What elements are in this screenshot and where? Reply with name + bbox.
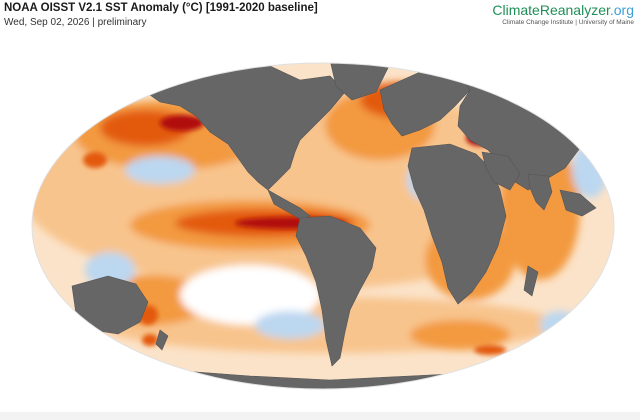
land-southeast-asia <box>559 189 597 217</box>
world-map <box>31 62 615 390</box>
anomaly-patch <box>125 156 195 184</box>
globe <box>32 63 614 389</box>
sst-anomaly-map <box>0 40 640 412</box>
land-new-zealand <box>155 329 169 351</box>
bottom-strip <box>0 412 640 420</box>
anomaly-patch <box>255 311 325 339</box>
land-india <box>527 173 553 211</box>
land-arabia <box>481 151 521 191</box>
land-north-america <box>139 63 346 191</box>
anomaly-patch <box>160 115 204 131</box>
anomaly-patch <box>180 265 320 325</box>
anomaly-patch <box>142 334 158 346</box>
land-madagascar <box>523 265 539 297</box>
land-south-america <box>295 215 377 367</box>
anomaly-patch <box>410 320 510 350</box>
anomaly-patch <box>540 311 580 339</box>
globe-outline <box>31 62 615 390</box>
header: NOAA OISST V2.1 SST Anomaly (°C) [1991-2… <box>0 0 640 40</box>
brand-name-main: ClimateReanalyzer <box>492 2 610 18</box>
anomaly-patch <box>474 345 506 355</box>
brand-affiliation: Climate Change Institute | University of… <box>502 19 634 26</box>
brand-name-suffix: .org <box>609 2 634 18</box>
brand-logo[interactable]: ClimateReanalyzer.org Climate Change Ins… <box>492 2 634 26</box>
anomaly-patch <box>471 63 499 64</box>
anomaly-patch <box>83 152 107 168</box>
brand-name[interactable]: ClimateReanalyzer.org <box>492 2 634 18</box>
map-date-subtitle: Wed, Sep 02, 2026 | preliminary <box>4 17 147 28</box>
map-title: NOAA OISST V2.1 SST Anomaly (°C) [1991-2… <box>4 2 318 14</box>
